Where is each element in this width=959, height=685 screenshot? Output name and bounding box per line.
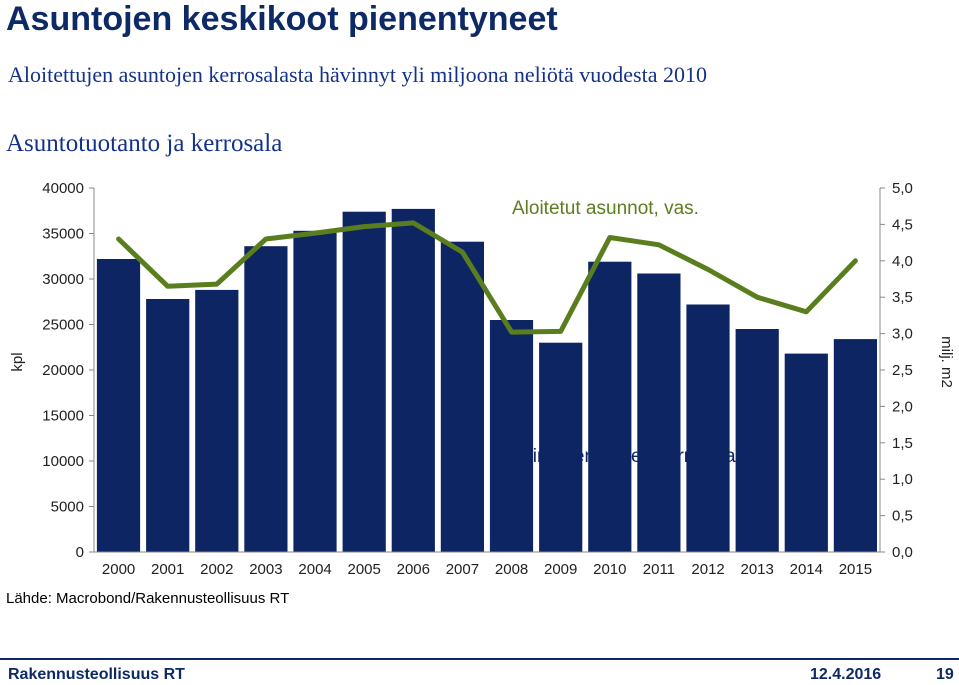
x-tick-label: 2009 xyxy=(544,561,577,578)
x-tick-label: 2013 xyxy=(741,561,774,578)
line-kerrosala xyxy=(116,220,858,335)
left-tick-label: 20000 xyxy=(42,362,84,379)
bar-2004 xyxy=(293,230,337,553)
right-tick-label: 4,0 xyxy=(892,253,913,270)
x-tick-label: 2003 xyxy=(249,561,282,578)
annotations: Aloitetut asunnot, vas. Asuinrakennusten … xyxy=(500,198,776,467)
chart-title: Asuntotuotanto ja kerrosala xyxy=(6,130,283,157)
bar-2013 xyxy=(735,329,779,552)
right-tick-label: 2,0 xyxy=(892,398,913,415)
left-axis-label: kpl xyxy=(9,352,26,371)
left-tick-label: 15000 xyxy=(42,408,84,425)
x-tick-label: 2011 xyxy=(643,561,675,578)
right-tick-label: 2,5 xyxy=(892,362,913,379)
right-tick-label: 3,0 xyxy=(892,326,913,343)
bar-2005 xyxy=(342,211,386,552)
line-series xyxy=(116,220,858,335)
footer-page-number: 19 xyxy=(936,666,954,683)
footer-organization: Rakennusteollisuus RT xyxy=(8,666,185,683)
left-tick-label: 35000 xyxy=(42,226,84,243)
left-tick-label: 10000 xyxy=(42,453,84,470)
x-tick-label: 2012 xyxy=(691,561,724,578)
x-tick-label: 2000 xyxy=(102,561,135,578)
right-tick-label: 3,5 xyxy=(892,289,913,306)
page-title: Asuntojen keskikoot pienentyneet xyxy=(6,0,558,38)
bar-2014 xyxy=(784,353,828,552)
right-tick-label: 1,5 xyxy=(892,435,913,452)
bar-2008 xyxy=(489,320,534,552)
right-tick-label: 0,5 xyxy=(892,508,913,525)
x-tick-label: 2006 xyxy=(397,561,430,578)
left-tick-label: 25000 xyxy=(42,317,84,334)
annotation-line: Asuinrakennusten kerrosala, oik. xyxy=(500,446,776,467)
right-tick-label: 1,0 xyxy=(892,471,913,488)
bar-2012 xyxy=(686,304,730,552)
x-tick-label: 2007 xyxy=(446,561,479,578)
x-tick-label: 2015 xyxy=(839,561,872,578)
left-tick-label: 5000 xyxy=(51,499,84,516)
footer-date: 12.4.2016 xyxy=(810,666,882,683)
x-axis: 2000 2001 2002 2003 2004 2005 2006 2007 2008 2009… xyxy=(94,551,880,578)
right-tick-label: 5,0 xyxy=(892,180,913,197)
right-axis-label: milj. m2 xyxy=(938,336,955,388)
x-tick-label: 2014 xyxy=(790,561,823,578)
bar-2010 xyxy=(588,261,632,552)
x-tick-label: 2008 xyxy=(495,561,528,578)
bar-2002 xyxy=(195,289,239,552)
left-tick-label: 30000 xyxy=(42,271,84,288)
right-tick-label: 0,0 xyxy=(892,544,913,561)
bar-2006 xyxy=(391,208,435,552)
chart: 0 5000 10000 15000 20000 25000 30000 35000 40000… xyxy=(9,180,955,578)
x-tick-label: 2002 xyxy=(200,561,233,578)
x-tick-label: 2001 xyxy=(151,561,184,578)
bar-2009 xyxy=(539,342,583,552)
bar-series xyxy=(96,208,877,553)
bar-2001 xyxy=(146,299,190,552)
footer-divider xyxy=(0,658,959,660)
annotation-bars: Aloitetut asunnot, vas. xyxy=(512,198,699,219)
right-tick-label: 4,5 xyxy=(892,216,913,233)
left-axis: 0 5000 10000 15000 20000 25000 30000 35000 40000… xyxy=(9,180,95,561)
left-tick-label: 0 xyxy=(76,544,84,561)
right-axis: 0,0 0,5 1,0 1,5 2,0 2,5 3,0 3,5 4,0 4,5 5,0 milj. m… xyxy=(879,180,955,561)
left-tick-label: 40000 xyxy=(42,180,84,197)
page-subtitle: Aloitettujen asuntojen kerrosalasta hävi… xyxy=(8,62,707,87)
x-tick-label: 2005 xyxy=(348,561,381,578)
bar-2007 xyxy=(440,241,484,552)
bar-2015 xyxy=(833,339,877,552)
x-tick-label: 2004 xyxy=(298,561,331,578)
bar-2011 xyxy=(637,273,681,552)
bar-2003 xyxy=(244,246,288,552)
x-tick-label: 2010 xyxy=(593,561,626,578)
source-note: Lähde: Macrobond/Rakennusteollisuus RT xyxy=(6,590,290,607)
bar-2000 xyxy=(96,259,141,552)
